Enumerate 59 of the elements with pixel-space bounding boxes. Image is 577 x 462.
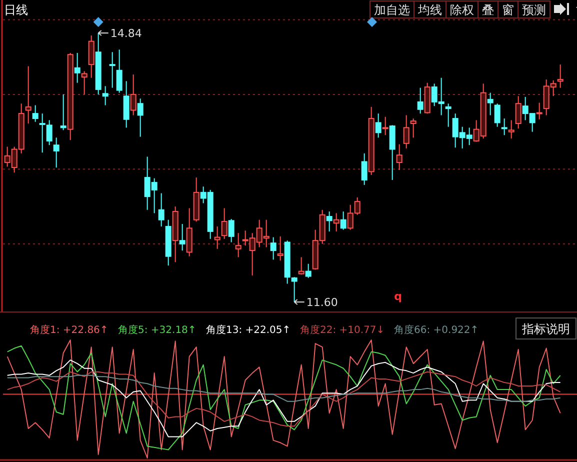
candlestick bbox=[382, 116, 388, 136]
candlestick bbox=[270, 236, 276, 260]
candlestick bbox=[60, 94, 66, 131]
candlestick bbox=[340, 211, 346, 230]
candlestick bbox=[291, 276, 298, 302]
candlestick bbox=[277, 236, 284, 261]
text: 加自选 bbox=[374, 3, 410, 17]
candlestick bbox=[298, 256, 304, 276]
candlestick bbox=[214, 226, 220, 250]
text: 均线 bbox=[417, 3, 442, 17]
annotation: q bbox=[394, 290, 402, 303]
candlestick bbox=[81, 70, 88, 95]
candlestick bbox=[494, 103, 500, 128]
candlestick bbox=[487, 92, 494, 116]
candlestick bbox=[53, 137, 60, 168]
candlestick bbox=[137, 98, 144, 138]
text: 角度66: +0.922↑ bbox=[394, 324, 479, 336]
text: 窗 bbox=[502, 3, 514, 17]
candlestick bbox=[102, 86, 108, 106]
candlestick bbox=[445, 103, 452, 128]
candlestick bbox=[361, 152, 368, 186]
candlestick bbox=[333, 212, 340, 232]
text: 指标说明 bbox=[521, 322, 570, 336]
candlestick bbox=[116, 49, 122, 94]
candlestick bbox=[403, 114, 410, 149]
text: 角度22: +10.77↓ bbox=[300, 324, 385, 336]
text: 除权 bbox=[450, 3, 474, 17]
candlestick bbox=[130, 74, 136, 116]
candlestick bbox=[221, 208, 228, 240]
candlestick bbox=[25, 66, 32, 124]
candlestick bbox=[508, 120, 514, 139]
candlestick bbox=[235, 232, 242, 258]
series-label: 角度1: +22.86↑ bbox=[30, 324, 108, 336]
candlestick bbox=[410, 118, 416, 138]
candlestick bbox=[228, 218, 234, 243]
annotation: 11.60 bbox=[306, 296, 338, 309]
candlestick bbox=[179, 223, 186, 252]
candlestick bbox=[501, 118, 508, 136]
candlestick bbox=[305, 263, 312, 278]
candlestick bbox=[74, 52, 80, 84]
text: 角度5: +32.18↑ bbox=[118, 324, 196, 336]
candlestick bbox=[326, 211, 332, 232]
candlestick bbox=[109, 52, 116, 88]
text: 叠 bbox=[482, 3, 494, 17]
candlestick bbox=[158, 192, 164, 227]
candlestick bbox=[375, 113, 382, 138]
candlestick bbox=[123, 80, 130, 128]
text: 角度13: +22.05↑ bbox=[206, 324, 291, 336]
text: 预测 bbox=[522, 3, 546, 17]
candlestick bbox=[557, 64, 564, 88]
candlestick bbox=[515, 96, 522, 129]
candlestick bbox=[417, 87, 424, 114]
candlestick bbox=[32, 104, 38, 122]
chart-title: 日线 bbox=[4, 3, 28, 17]
candlestick bbox=[389, 124, 396, 180]
candlestick bbox=[536, 102, 542, 120]
annotation: 14.84 bbox=[110, 27, 142, 40]
candlestick bbox=[396, 144, 402, 170]
candlestick bbox=[88, 34, 94, 78]
